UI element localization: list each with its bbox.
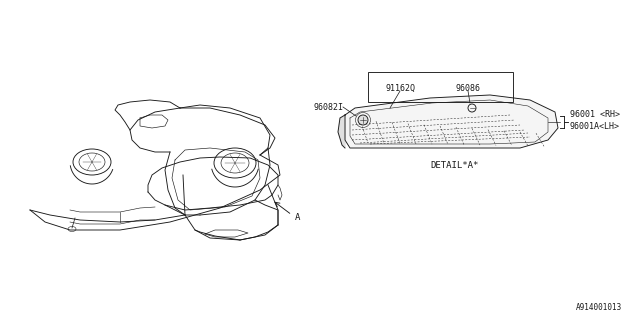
Text: 91162Q: 91162Q xyxy=(385,84,415,92)
Text: A914001013: A914001013 xyxy=(576,303,622,312)
Polygon shape xyxy=(345,95,558,148)
Circle shape xyxy=(358,115,368,125)
Text: A: A xyxy=(295,212,300,221)
Text: DETAIL*A*: DETAIL*A* xyxy=(431,161,479,170)
Text: 96086: 96086 xyxy=(456,84,481,92)
Text: 96082I: 96082I xyxy=(313,102,343,111)
Text: 96001A<LH>: 96001A<LH> xyxy=(570,122,620,131)
Text: 96001 <RH>: 96001 <RH> xyxy=(570,109,620,118)
Bar xyxy=(368,72,513,102)
Polygon shape xyxy=(338,115,345,148)
